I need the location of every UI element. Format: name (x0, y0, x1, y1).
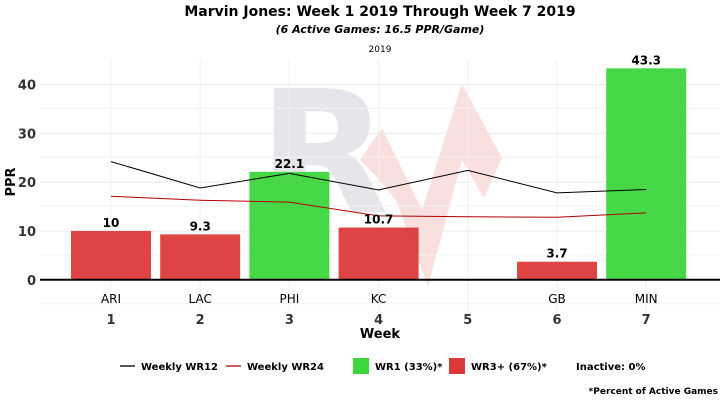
bars-group (71, 68, 687, 280)
bar-value-label: 22.1 (275, 157, 305, 171)
series-lines (110, 161, 647, 218)
x-tick-label: 3 (285, 313, 294, 328)
y-tick-label: 0 (27, 274, 36, 289)
x-category-label: LAC (189, 292, 212, 306)
x-tick-label: 1 (106, 313, 115, 328)
x-category-label: MIN (635, 292, 658, 306)
bar (249, 171, 330, 280)
legend-label: Inactive: 0% (576, 362, 645, 373)
axes: 0 10 20 30 40 ARI 1 LAC 2 PHI 3 KC 4 5 GB 6 MIN 7 (18, 78, 720, 328)
series-line (110, 195, 647, 218)
chart-title: Marvin Jones: Week 1 2019 Through Week 7… (184, 4, 575, 20)
x-category-label: GB (548, 292, 566, 306)
x-category-label: ARI (101, 292, 121, 306)
x-category-label: PHI (279, 292, 299, 306)
x-tick-label: 5 (463, 313, 472, 328)
x-axis-label: Week (360, 327, 401, 342)
legend-label: WR1 (33%)* (375, 362, 443, 373)
chart-subtitle: (6 Active Games: 16.5 PPR/Game) (276, 23, 485, 36)
y-tick-label: 10 (18, 225, 36, 240)
bar-value-label: 9.3 (190, 219, 211, 233)
x-tick-label: 7 (642, 313, 651, 328)
y-tick-label: 40 (18, 78, 36, 93)
y-tick-label: 30 (18, 127, 36, 142)
bar (517, 261, 597, 280)
x-category-label: KC (371, 292, 387, 306)
bar (160, 234, 241, 280)
legend-label: WR3+ (67%)* (471, 362, 548, 373)
bar-value-label: 3.7 (546, 247, 567, 261)
legend-box-swatch (449, 358, 465, 374)
bar-value-label: 10.7 (364, 213, 394, 227)
y-tick-label: 20 (18, 176, 36, 191)
bar (338, 227, 419, 280)
bar (71, 230, 151, 280)
bar-value-label: 10 (103, 216, 120, 230)
legend-box-swatch (353, 358, 369, 374)
season-label: 2019 (369, 45, 392, 55)
y-axis-label: PPR (4, 167, 19, 196)
bar-value-label: 43.3 (631, 53, 661, 67)
series-line (110, 161, 647, 194)
footnote: *Percent of Active Games (589, 387, 718, 397)
x-tick-label: 6 (552, 313, 561, 328)
legend-label: Weekly WR24 (247, 362, 324, 373)
legend-label: Weekly WR12 (141, 362, 218, 373)
x-tick-label: 2 (196, 313, 205, 328)
bar (606, 68, 687, 280)
bar-labels: 10 9.3 22.1 10.7 3.7 43.3 (103, 53, 661, 260)
x-tick-label: 4 (374, 313, 383, 328)
legend: Weekly WR12 Weekly WR24 WR1 (33%)* WR3+ (67… (120, 358, 645, 374)
